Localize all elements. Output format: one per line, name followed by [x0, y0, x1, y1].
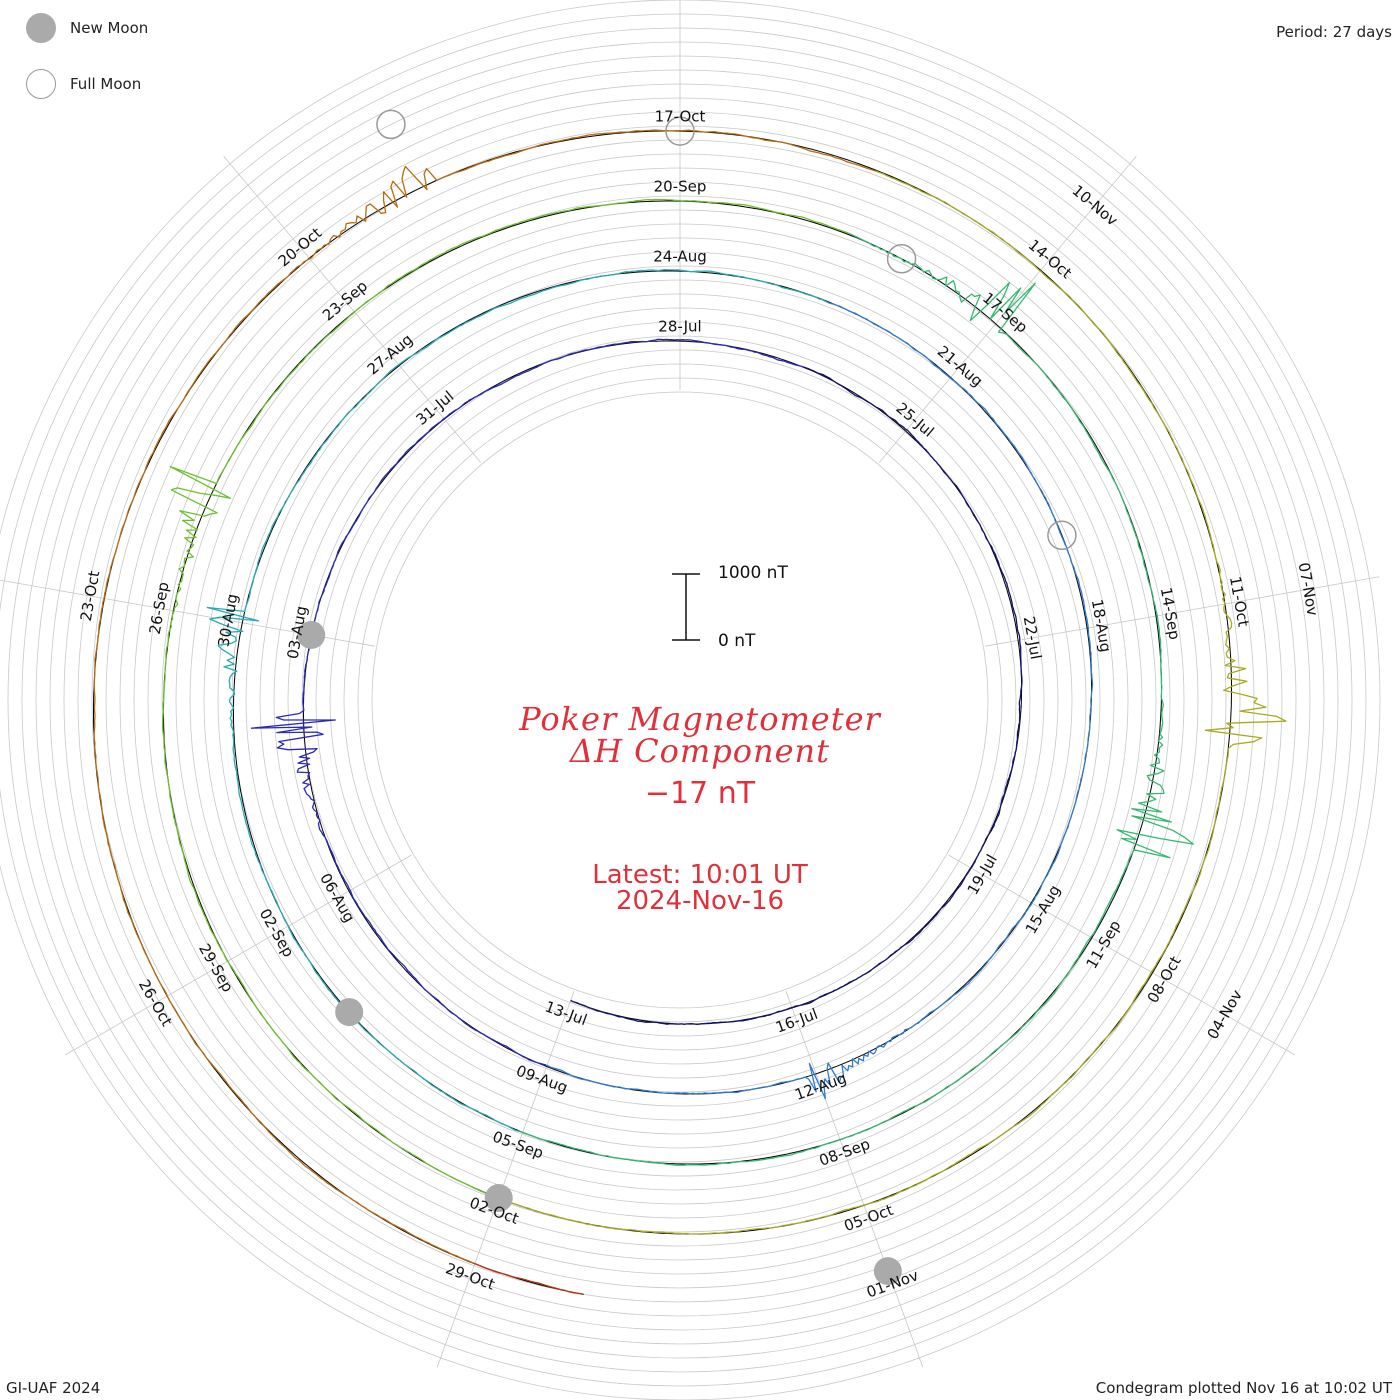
date-label: 20-Oct — [275, 224, 326, 271]
chart-title: Poker Magnetometer — [519, 700, 881, 738]
date-spoke — [223, 155, 482, 463]
date-label: 20-Sep — [654, 178, 707, 196]
scale-bottom-label: 0 nT — [718, 631, 756, 651]
date-label: 08-Sep — [817, 1135, 873, 1170]
date-spoke — [948, 854, 1296, 1056]
date-spokes — [0, 0, 1380, 1368]
date-label: 07-Nov — [1295, 561, 1322, 617]
new-moon-icon — [26, 13, 56, 43]
full-moon-marker — [1047, 520, 1077, 551]
date-label: 16-Jul — [773, 1005, 820, 1037]
trace-segment — [473, 1262, 583, 1295]
date-label: 23-Oct — [77, 569, 104, 622]
date-spoke — [785, 991, 924, 1368]
date-label: 22-Jul — [1020, 615, 1045, 661]
legend-full-moon-label: Full Moon — [70, 75, 142, 93]
new-moon-marker — [335, 998, 364, 1027]
full-moon-marker — [886, 244, 917, 274]
trace-segment — [498, 170, 1287, 1235]
date-label: 31-Jul — [413, 387, 458, 429]
date-label: 29-Sep — [195, 941, 237, 996]
trace-segment — [93, 129, 876, 1264]
current-value: −17 nT — [644, 776, 756, 811]
date-label: 26-Oct — [135, 976, 176, 1029]
chart-component: ΔH Component — [569, 732, 831, 770]
trace-segment — [250, 338, 804, 1066]
date-spoke — [436, 991, 575, 1368]
period-label: Period: 27 days — [1276, 23, 1392, 41]
latest-time: Latest: 10:01 UT — [592, 860, 808, 890]
new-moon-marker — [873, 1257, 902, 1286]
date-label: 05-Oct — [842, 1201, 896, 1235]
date-label: 12-Aug — [792, 1069, 848, 1104]
grid-circle — [371, 391, 989, 1009]
latest-date: 2024-Nov-16 — [615, 886, 785, 916]
scale-top-label: 1000 nT — [718, 563, 788, 583]
footer-plot-time: Condegram plotted Nov 16 at 10:02 UT — [1095, 1379, 1392, 1397]
legend-full-moon: Full Moon — [26, 69, 141, 99]
trace-segment — [206, 269, 829, 1133]
new-moon-marker — [297, 620, 326, 649]
new-moon-marker — [484, 1184, 513, 1213]
date-spoke — [64, 854, 412, 1056]
date-label: 17-Oct — [655, 108, 706, 126]
date-label: 08-Oct — [1144, 953, 1185, 1006]
scale-bar — [672, 573, 700, 641]
date-spoke — [985, 576, 1380, 647]
full-moon-icon — [26, 69, 56, 99]
full-moon-marker — [376, 109, 406, 140]
date-label: 14-Sep — [1157, 586, 1184, 641]
moon-phase-markers — [297, 109, 1077, 1286]
trace-segment — [570, 366, 1023, 1025]
legend-new-moon: New Moon — [26, 13, 148, 43]
trace-segment — [545, 301, 1094, 1100]
footer-credit: GI-UAF 2024 — [6, 1379, 101, 1397]
magnetometer-trace — [93, 129, 1287, 1295]
legend-new-moon-label: New Moon — [70, 19, 149, 37]
baseline-spiral-path — [93, 130, 1232, 1295]
trace-segment — [161, 198, 852, 1200]
date-label: 26-Sep — [146, 581, 173, 636]
trace-segment — [520, 233, 1194, 1166]
date-label: 11-Sep — [1083, 917, 1125, 972]
date-label: 18-Aug — [1088, 598, 1115, 654]
baseline-spiral — [93, 130, 1232, 1295]
date-label: 25-Jul — [893, 399, 938, 441]
date-label: 17-Sep — [979, 289, 1031, 337]
full-moon-marker — [665, 116, 695, 146]
date-label: 28-Jul — [658, 318, 701, 336]
date-label: 24-Aug — [653, 248, 706, 266]
date-label: 30-Aug — [214, 592, 241, 648]
